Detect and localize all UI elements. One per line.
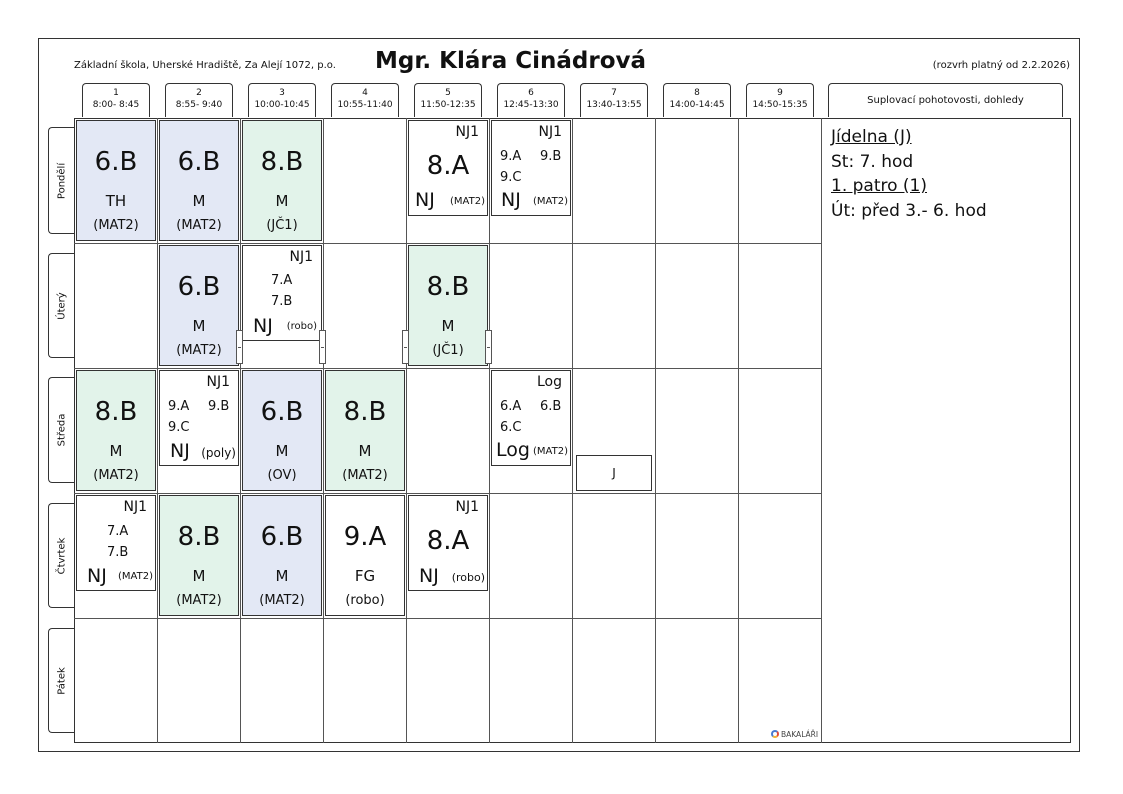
lesson-card[interactable]: 8.B M (JČ1) [241,119,323,242]
lesson-card[interactable]: 6.B M (MAT2) [241,494,323,617]
lesson-card[interactable]: 6.B M (OV) [241,369,323,492]
lesson-card[interactable]: 8.B M (MAT2) [158,494,240,617]
grid-column-line [572,118,573,743]
period-header-8: 8 14:00-14:45 [663,83,731,117]
day-thursday: Čtvrtek [48,503,75,608]
split-marker [236,330,243,364]
group-lesson-card[interactable]: NJ1 8.A NJ (robo) [407,494,489,592]
duty-place: Jídelna (J) [831,127,912,147]
supervision-header: Suplovací pohotovosti, dohledy [828,83,1063,117]
teacher-name: Mgr. Klára Cinádrová [375,48,647,74]
period-header-2: 2 8:55- 9:40 [165,83,233,117]
period-header-3: 3 10:00-10:45 [248,83,316,117]
day-wednesday: Středa [48,377,75,483]
lesson-card[interactable]: 6.B M (MAT2) [158,119,240,242]
split-marker [485,330,492,364]
duty-list: Jídelna (J) St: 7. hod 1. patro (1) Út: … [831,125,987,223]
period-header-1: 1 8:00- 8:45 [82,83,150,117]
grid-column-line [655,118,656,743]
group-lesson-card[interactable]: NJ1 8.A NJ (MAT2) [407,119,489,217]
split-marker [319,330,326,364]
group-lesson-card[interactable]: NJ1 9.A 9.B 9.C NJ (MAT2) [490,119,572,217]
grid-column-line [821,118,822,743]
grid-column-line [489,118,490,743]
school-name: Základní škola, Uherské Hradiště, Za Ale… [74,60,336,71]
timetable-frame [38,38,1080,752]
lesson-card[interactable]: 8.B M (MAT2) [324,369,406,492]
period-header-6: 6 12:45-13:30 [497,83,565,117]
grid-row-line [74,243,821,244]
group-lesson-card[interactable]: NJ1 7.A 7.B NJ (MAT2) [75,494,157,592]
period-header-9: 9 14:50-15:35 [746,83,814,117]
group-lesson-card[interactable]: NJ1 9.A 9.B 9.C NJ (poly) [158,369,240,467]
validity-note: (rozvrh platný od 2.2.2026) [932,60,1070,71]
grid-column-line [406,118,407,743]
group-lesson-card[interactable]: Log 6.A 6.B 6.C Log (MAT2) [490,369,572,467]
lesson-card[interactable]: 6.B TH (MAT2) [75,119,157,242]
grid-row-line [74,368,821,369]
lesson-card[interactable]: 8.B M (MAT2) [75,369,157,492]
grid-column-line [240,118,241,743]
grid-column-line [738,118,739,743]
duty-slot-box[interactable]: J [576,455,652,491]
grid-row-line [74,493,821,494]
period-header-4: 4 10:55-11:40 [331,83,399,117]
duty-place: 1. patro (1) [831,176,927,196]
group-lesson-card[interactable]: NJ1 7.A 7.B NJ (robo) [241,244,323,342]
grid-column-line [323,118,324,743]
bakalari-logo-icon [771,730,779,738]
period-header-5: 5 11:50-12:35 [414,83,482,117]
lesson-card[interactable]: 9.A FG (robo) [324,494,406,617]
grid-row-line [74,618,821,619]
day-monday: Pondělí [48,127,75,234]
grid-column-line [157,118,158,743]
day-tuesday: Úterý [48,253,75,358]
duty-time: St: 7. hod [831,151,914,172]
duty-time: Út: před 3.- 6. hod [831,200,987,221]
lesson-card[interactable]: 8.B M (JČ1) [407,244,489,367]
split-marker [402,330,409,364]
lesson-card[interactable]: 6.B M (MAT2) [158,244,240,367]
period-header-7: 7 13:40-13:55 [580,83,648,117]
bakalari-logo: BAKALÁŘI [771,730,818,739]
day-friday: Pátek [48,628,75,733]
